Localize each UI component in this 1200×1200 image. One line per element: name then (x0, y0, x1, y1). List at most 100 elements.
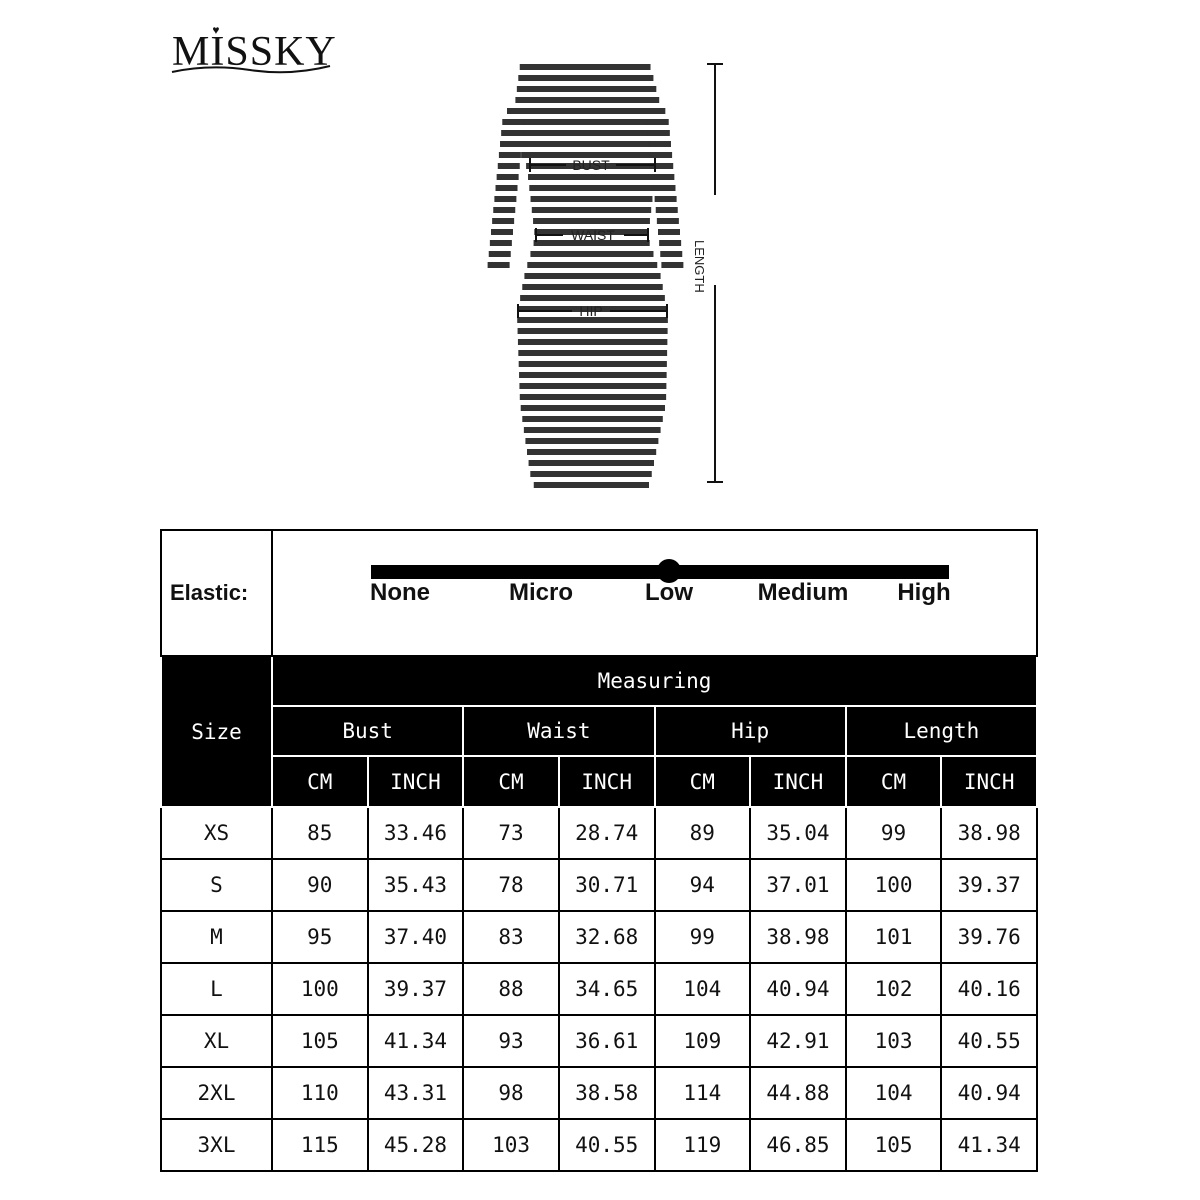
value-cell: 99 (653, 910, 752, 964)
stripe (652, 174, 675, 180)
measuring-header: Measuring (271, 655, 1038, 707)
value-cell: 38.98 (749, 910, 847, 964)
stripe (515, 97, 660, 103)
stripe (531, 207, 652, 213)
value-cell: 35.43 (366, 858, 465, 912)
value-cell: 104 (653, 962, 752, 1016)
value-cell: 37.40 (366, 910, 465, 964)
stripe (517, 339, 668, 345)
stripe (501, 130, 524, 136)
value-cell: 103 (844, 1014, 943, 1068)
size-cell: M (160, 910, 273, 964)
stripe (517, 306, 668, 312)
stripe (533, 482, 649, 488)
stripe (491, 229, 513, 235)
value-cell: 40.55 (557, 1118, 656, 1172)
elastic-level-medium: Medium (757, 579, 849, 606)
stripe (527, 262, 658, 268)
stripe (498, 152, 521, 158)
group-header: Hip (653, 705, 847, 757)
stripe (520, 295, 665, 301)
value-cell: 40.55 (940, 1014, 1038, 1068)
value-cell: 38.58 (557, 1066, 656, 1120)
stripe (524, 273, 661, 279)
table-row: M 95 37.40 83 32.68 99 38.98 101 39.76 (160, 910, 1038, 964)
value-cell: 36.61 (557, 1014, 656, 1068)
value-cell: 104 (844, 1066, 943, 1120)
dress-stripes (487, 64, 684, 488)
unit-header: CM (653, 755, 752, 808)
table-row: XL 105 41.34 93 36.61 109 42.91 103 40.55 (160, 1014, 1038, 1068)
stripe (533, 240, 650, 246)
stripe (647, 130, 670, 136)
elastic-level-low: Low (645, 579, 693, 606)
value-cell: 110 (271, 1066, 369, 1120)
size-cell: XS (160, 806, 273, 860)
value-cell: 43.31 (366, 1066, 465, 1120)
value-cell: 85 (271, 806, 369, 860)
unit-header: CM (844, 755, 943, 808)
value-cell: 46.85 (749, 1118, 847, 1172)
value-cell: 73 (462, 806, 560, 860)
stripe (528, 174, 655, 180)
value-cell: 89 (653, 806, 752, 860)
stripe (495, 185, 518, 191)
stripe (518, 361, 667, 367)
table-row: 2XL 110 43.31 98 38.58 114 44.88 104 40.94 (160, 1066, 1038, 1120)
logo-swoosh (171, 65, 331, 74)
stripe (523, 427, 661, 433)
length-label: LENGTH (692, 240, 707, 293)
table-row: 3XL 115 45.28 103 40.55 119 46.85 105 41.34 (160, 1118, 1038, 1172)
size-table: Elastic: None Micro Low Medium High Size Mea… (160, 529, 1039, 1172)
value-cell: 41.34 (940, 1118, 1038, 1172)
elastic-level-high: High (897, 579, 951, 606)
value-cell: 40.16 (940, 962, 1038, 1016)
size-cell: 3XL (160, 1118, 273, 1172)
stripe (488, 251, 511, 257)
stripe (533, 218, 650, 224)
value-cell: 38.98 (940, 806, 1038, 860)
value-cell: 105 (844, 1118, 943, 1172)
value-cell: 114 (653, 1066, 752, 1120)
value-cell: 100 (844, 858, 943, 912)
waist-label: WAIST (571, 227, 615, 243)
stripe (519, 372, 667, 378)
stripe (527, 449, 657, 455)
stripe (520, 405, 665, 411)
value-cell: 30.71 (557, 858, 656, 912)
size-header: Size (160, 655, 273, 808)
size-cell: S (160, 858, 273, 912)
value-cell: 42.91 (749, 1014, 847, 1068)
elastic-level-micro: Micro (508, 579, 574, 606)
elastic-label: Elastic: (160, 529, 273, 657)
stripe (528, 460, 654, 466)
stripe (525, 438, 659, 444)
stripe (487, 262, 510, 268)
stripe (530, 251, 654, 257)
stripe (497, 163, 520, 169)
stripe (511, 130, 664, 136)
value-cell: 39.37 (366, 962, 465, 1016)
stripe (506, 119, 667, 125)
stripe (516, 141, 662, 147)
stripe (493, 207, 516, 213)
stripe (517, 317, 668, 323)
measure-lines (517, 63, 723, 483)
stripe (500, 141, 523, 147)
stripe (518, 350, 668, 356)
value-cell: 40.94 (749, 962, 847, 1016)
stripe (522, 284, 663, 290)
stripe (658, 229, 680, 235)
stripe (519, 64, 651, 70)
elastic-indicator (657, 559, 681, 583)
value-cell: 103 (462, 1118, 560, 1172)
value-cell: 98 (462, 1066, 560, 1120)
value-cell: 40.94 (940, 1066, 1038, 1120)
value-cell: 94 (653, 858, 752, 912)
table-row: S 90 35.43 78 30.71 94 37.01 100 39.37 (160, 858, 1038, 912)
unit-header: CM (462, 755, 560, 808)
value-cell: 101 (844, 910, 943, 964)
value-cell: 41.34 (366, 1014, 465, 1068)
stripe (494, 196, 517, 202)
value-cell: 39.76 (940, 910, 1038, 964)
